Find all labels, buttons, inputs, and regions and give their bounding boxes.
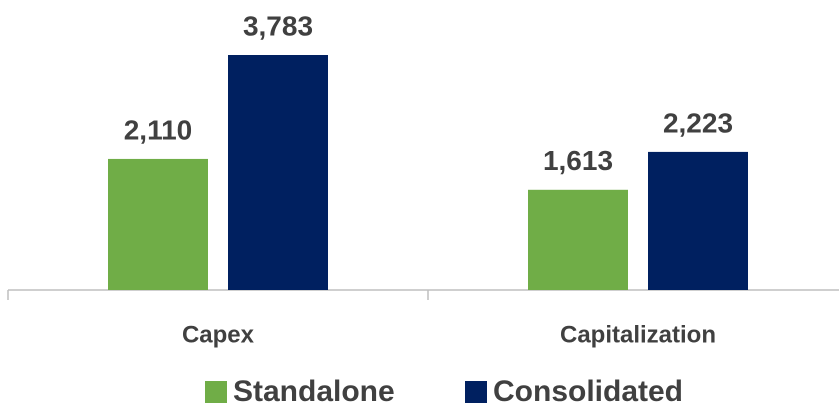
legend-label: Standalone: [233, 375, 395, 408]
legend-label: Consolidated: [493, 375, 683, 408]
bar: [108, 158, 208, 290]
bar: [528, 189, 628, 290]
legend-swatch: [465, 381, 487, 403]
x-tick-label: Capex: [182, 321, 255, 348]
bar: [228, 55, 328, 290]
x-tick-label: Capitalization: [560, 321, 716, 348]
legend-swatch: [205, 381, 227, 403]
legend: Standalone Consolidated: [205, 375, 683, 408]
data-label: 3,783: [243, 10, 313, 41]
data-label: 2,110: [124, 114, 193, 145]
bar: [648, 151, 748, 290]
data-label: 2,223: [663, 107, 733, 138]
data-label: 1,613: [543, 145, 613, 176]
